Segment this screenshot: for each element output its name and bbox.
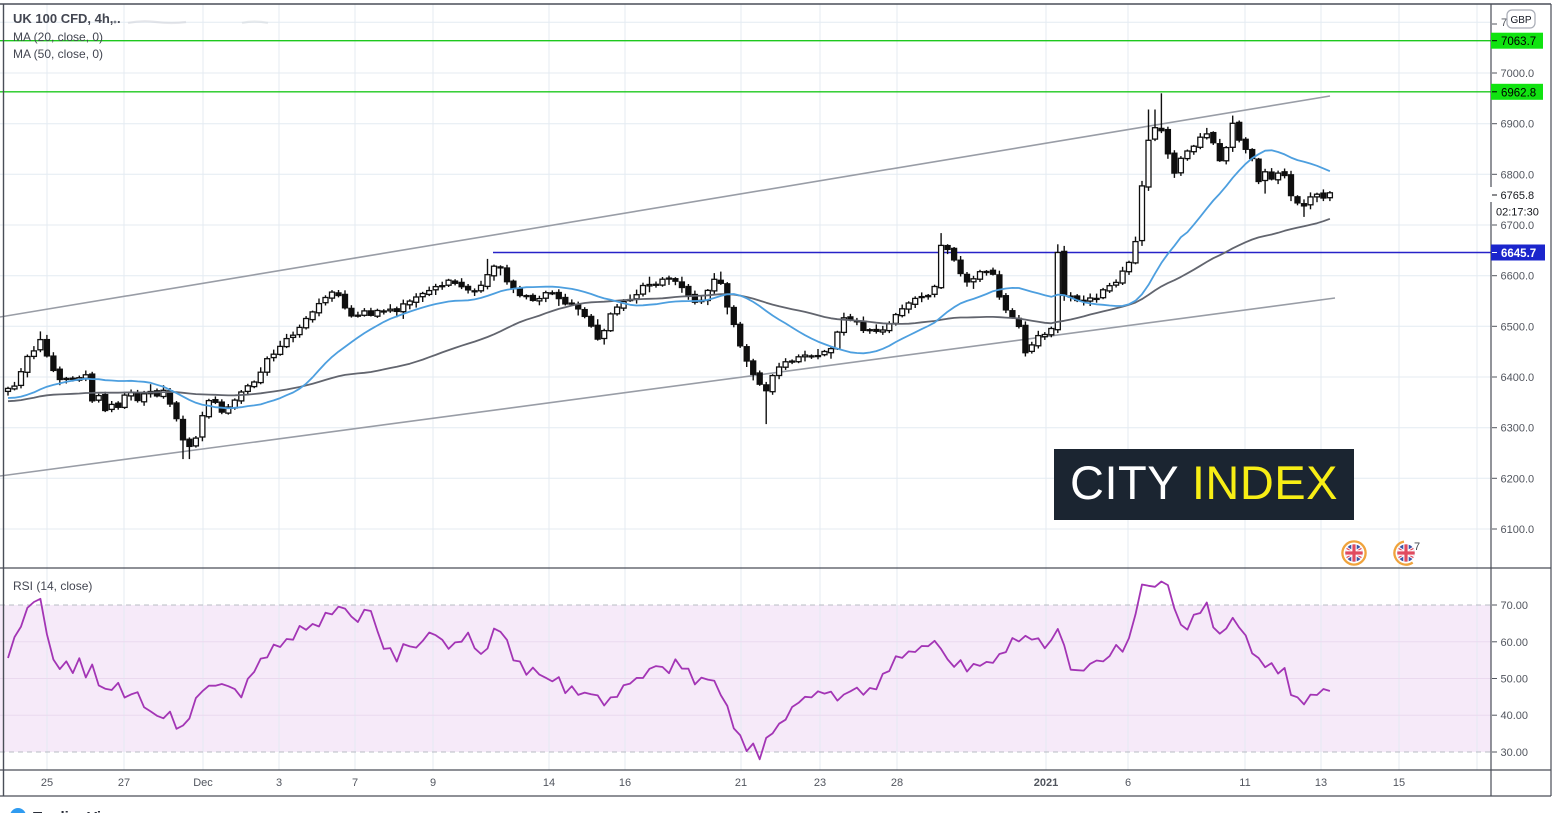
svg-text:6962.8: 6962.8	[1501, 87, 1536, 99]
svg-text:6900.0: 6900.0	[1501, 119, 1535, 131]
svg-text:GBP: GBP	[1510, 15, 1531, 26]
svg-text:6300.0: 6300.0	[1501, 423, 1535, 435]
svg-text:14: 14	[543, 777, 555, 789]
svg-text:6765.8: 6765.8	[1501, 190, 1535, 202]
svg-text:7: 7	[1501, 17, 1507, 29]
svg-text:6200.0: 6200.0	[1501, 473, 1535, 485]
svg-text:9: 9	[430, 777, 436, 789]
svg-text:16: 16	[619, 777, 631, 789]
svg-text:6645.7: 6645.7	[1501, 248, 1536, 260]
svg-text:13: 13	[1315, 777, 1327, 789]
svg-text:11: 11	[1239, 777, 1250, 789]
svg-text:7000.0: 7000.0	[1501, 68, 1535, 80]
svg-text:6800.0: 6800.0	[1501, 169, 1535, 181]
svg-text:21: 21	[735, 777, 747, 789]
svg-text:Dec: Dec	[193, 777, 213, 789]
svg-text:CITY INDEX: CITY INDEX	[1070, 456, 1338, 509]
svg-text:6: 6	[1125, 777, 1131, 789]
svg-text:15: 15	[1393, 777, 1405, 789]
svg-text:TradingView: TradingView	[33, 809, 121, 813]
svg-text:6600.0: 6600.0	[1501, 271, 1535, 283]
svg-text:40.00: 40.00	[1501, 710, 1529, 722]
svg-text:70.00: 70.00	[1501, 600, 1529, 612]
svg-text:23: 23	[814, 777, 826, 789]
svg-text:RSI (14, close): RSI (14, close)	[13, 579, 92, 593]
svg-text:28: 28	[891, 777, 903, 789]
svg-text:7: 7	[352, 777, 358, 789]
svg-text:MA (20, close, 0): MA (20, close, 0)	[13, 30, 103, 44]
svg-text:6400.0: 6400.0	[1501, 372, 1535, 384]
svg-text:UK 100 CFD, 4h, .: UK 100 CFD, 4h, .	[13, 11, 121, 26]
svg-text:3: 3	[276, 777, 282, 789]
svg-text:02:17:30: 02:17:30	[1496, 207, 1539, 219]
svg-text:7063.7: 7063.7	[1501, 36, 1536, 48]
svg-text:6500.0: 6500.0	[1501, 321, 1535, 333]
svg-text:MA (50, close, 0): MA (50, close, 0)	[13, 47, 103, 61]
svg-text:30.00: 30.00	[1501, 747, 1529, 759]
svg-text:7: 7	[1414, 541, 1420, 553]
svg-text:50.00: 50.00	[1501, 674, 1529, 686]
svg-text:6100.0: 6100.0	[1501, 524, 1535, 536]
svg-text:2021: 2021	[1034, 777, 1058, 789]
svg-text:25: 25	[41, 777, 53, 789]
svg-text:60.00: 60.00	[1501, 637, 1529, 649]
svg-text:6700.0: 6700.0	[1501, 220, 1535, 232]
svg-text:27: 27	[118, 777, 130, 789]
